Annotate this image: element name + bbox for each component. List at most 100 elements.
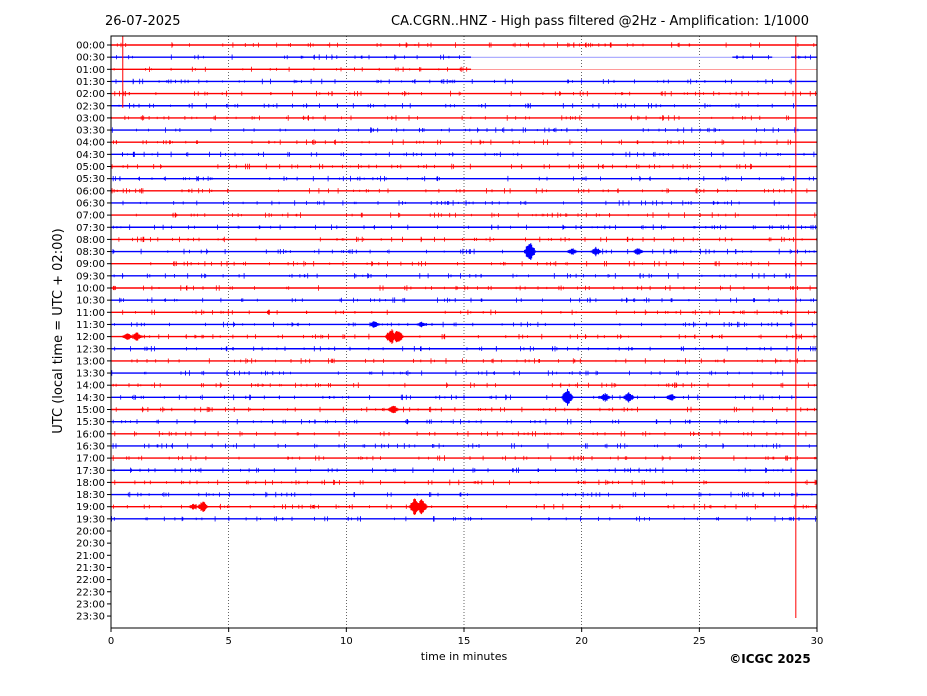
- seismic-event: [622, 392, 635, 403]
- trace-noise: [112, 455, 816, 461]
- y-tick-label: 21:00: [76, 551, 105, 562]
- spikes: [122, 36, 797, 619]
- trace-row: [111, 382, 817, 388]
- y-tick-label: 06:00: [76, 186, 105, 197]
- trace-noise: [111, 188, 808, 194]
- y-tick-label: 12:30: [76, 344, 105, 355]
- trace-noise: [111, 163, 791, 170]
- y-tick-label: 18:30: [76, 490, 105, 501]
- trace-noise: [113, 273, 791, 279]
- trace-row: [111, 90, 817, 97]
- seismic-event: [665, 394, 677, 401]
- x-tick-label: 10: [340, 636, 353, 647]
- trace-noise: [114, 90, 816, 97]
- trace-row: [111, 516, 817, 522]
- y-tick-label: 16:00: [76, 429, 105, 440]
- trace-row: [111, 175, 817, 182]
- y-tick-label: 10:00: [76, 284, 105, 295]
- seismic-event: [387, 405, 400, 414]
- trace-noise: [116, 54, 811, 60]
- trace-row: [111, 333, 817, 340]
- trace-row: [111, 163, 817, 170]
- seismic-event: [415, 499, 428, 515]
- trace-row: [111, 443, 817, 449]
- trace-noise: [112, 248, 815, 255]
- y-tick-label: 19:00: [76, 502, 105, 513]
- y-tick-label: 07:30: [76, 223, 105, 234]
- trace-noise: [116, 42, 815, 48]
- trace-row: [111, 431, 817, 437]
- y-tick-label: 11:30: [76, 320, 105, 331]
- copyright-label: ©ICGC 2025: [729, 652, 811, 666]
- x-tick-label: 5: [225, 636, 231, 647]
- trace-row: [111, 42, 817, 48]
- y-tick-label: 01:30: [76, 77, 105, 88]
- trace-row: [111, 479, 817, 486]
- trace-row: [111, 248, 817, 255]
- trace-noise: [111, 516, 816, 522]
- y-tick-label: 06:30: [76, 198, 105, 209]
- trace-noise: [114, 346, 816, 352]
- x-tick-labels: 0 5 10 15 20 25 30: [108, 628, 823, 647]
- y-tick-label: 08:30: [76, 247, 105, 258]
- trace-row: [111, 260, 817, 267]
- y-tick-label: 21:30: [76, 563, 105, 574]
- trace-noise: [113, 467, 817, 473]
- y-tick-label: 08:00: [76, 235, 105, 246]
- chart-title: CA.CGRN..HNZ - High pass filtered @2Hz -…: [391, 14, 809, 29]
- y-tick-label: 15:30: [76, 417, 105, 428]
- trace-noise: [112, 418, 778, 425]
- trace-row: [111, 66, 817, 72]
- trace-row: [111, 455, 817, 461]
- trace-noise: [115, 78, 792, 85]
- trace-noise: [114, 479, 817, 486]
- y-axis-label: UTC (local time = UTC + 02:00): [51, 228, 66, 433]
- plot-frame: [110, 35, 818, 629]
- trace-row: [111, 139, 817, 145]
- trace-row: [111, 115, 817, 121]
- trace-noise: [111, 115, 789, 121]
- y-tick-label: 10:30: [76, 296, 105, 307]
- y-tick-label: 12:00: [76, 332, 105, 343]
- seismic-event: [561, 388, 574, 406]
- x-tick-label: 20: [575, 636, 588, 647]
- y-tick-label: 05:30: [76, 174, 105, 185]
- y-tick-label: 22:30: [76, 587, 105, 598]
- trace-row: [111, 273, 817, 279]
- trace-row: [111, 358, 817, 364]
- trace-row: [111, 188, 817, 194]
- y-tick-label: 00:30: [76, 53, 105, 64]
- trace-noise: [112, 175, 814, 182]
- y-tick-label: 01:00: [76, 65, 105, 76]
- trace-noise: [122, 200, 780, 206]
- y-tick-label: 19:30: [76, 514, 105, 525]
- trace-row: [111, 370, 817, 376]
- trace-row: [111, 467, 817, 473]
- trace-noise: [113, 139, 791, 145]
- seismic-event: [599, 393, 612, 402]
- trace-noise: [112, 285, 811, 291]
- y-tick-label: 13:00: [76, 356, 105, 367]
- trace-row: [111, 321, 817, 328]
- y-tick-label: 02:00: [76, 89, 105, 100]
- grid-lines: [228, 36, 700, 628]
- y-tick-label: 04:30: [76, 150, 105, 161]
- y-tick-label: 23:00: [76, 599, 105, 610]
- trace-noise: [122, 309, 815, 316]
- trace-row: [111, 346, 817, 352]
- y-tick-label: 14:00: [76, 381, 105, 392]
- trace-row: [111, 224, 817, 230]
- trace-noise: [119, 297, 814, 303]
- trace-noise: [132, 333, 815, 340]
- y-tick-label: 20:00: [76, 527, 105, 538]
- x-tick-label: 15: [458, 636, 471, 647]
- trace-rows: [111, 42, 818, 522]
- trace-noise: [112, 443, 810, 449]
- y-tick-label: 17:00: [76, 454, 105, 465]
- trace-noise: [135, 212, 816, 218]
- trace-noise: [115, 406, 815, 413]
- seismic-event: [196, 501, 209, 512]
- y-tick-label: 02:30: [76, 101, 105, 112]
- y-tick-label: 14:30: [76, 393, 105, 404]
